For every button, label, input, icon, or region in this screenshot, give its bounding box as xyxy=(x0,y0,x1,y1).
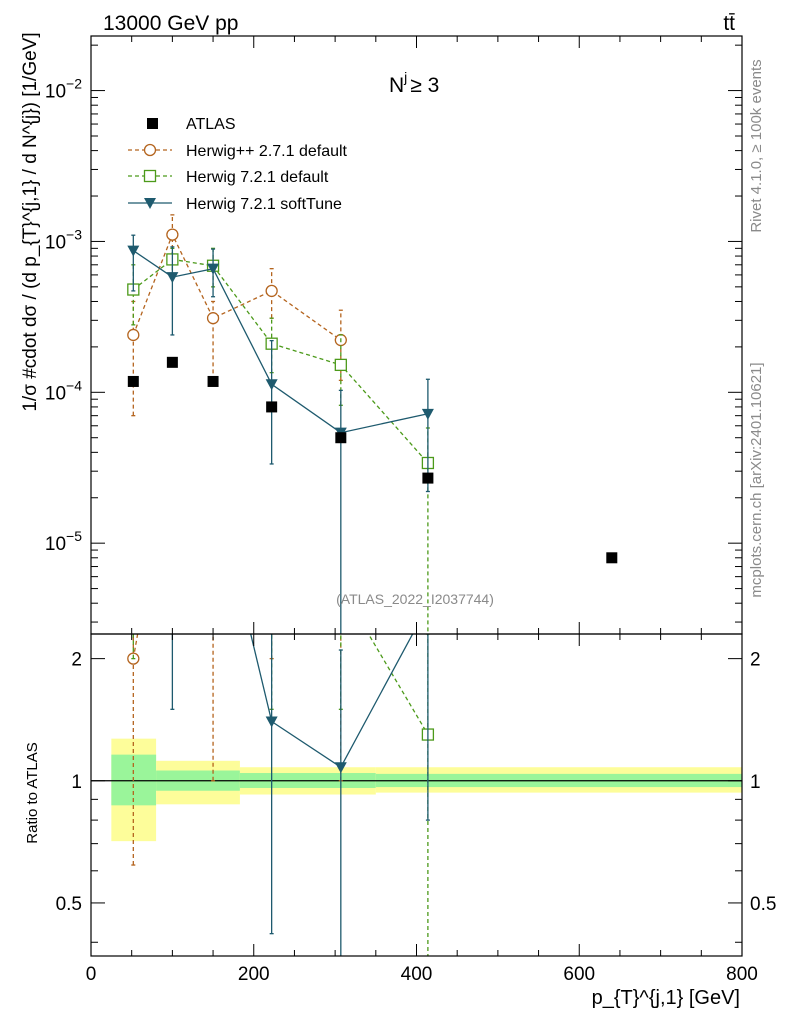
y-main-tick-exp-2: −4 xyxy=(66,377,82,393)
series-ratio-panel xyxy=(127,423,435,956)
hpp-main-point-2 xyxy=(206,312,220,325)
y-ratio-tick-label-right-1: 1 xyxy=(750,772,761,793)
side-mcplots-label: mcplots.cern.ch [arXiv:2401.10621] xyxy=(748,362,765,597)
h721soft-ratio-point-1 xyxy=(166,545,178,556)
h721soft-ratio-point-0 xyxy=(127,423,139,434)
legend-marker-hpp xyxy=(143,143,157,157)
y-axis-label-main: 1/σ #cdot dσ / (d p_{T}^{j,1} / d N^{j})… xyxy=(20,32,41,411)
y-main-tick-exp-3: −5 xyxy=(66,528,82,544)
legend-marker-h721 xyxy=(143,169,157,183)
hpp-ratio-point-1 xyxy=(167,432,178,443)
h721soft-ratio-line xyxy=(250,634,414,769)
atlas-point-0 xyxy=(127,375,139,387)
atlas-point-2 xyxy=(207,375,219,387)
y-main-tick-label-0: 10−2 xyxy=(45,76,82,103)
atlas-point-3 xyxy=(266,401,278,413)
hpp-main-point-0 xyxy=(127,328,140,342)
y-ratio-tick-label-left-1: 1 xyxy=(71,772,82,793)
atlas-point-6 xyxy=(606,552,618,564)
hpp-ratio-point-2 xyxy=(208,607,219,618)
process-label: tt̄ xyxy=(723,12,735,35)
legend-label-atlas: ATLAS xyxy=(186,116,236,133)
h721soft-main-point-0 xyxy=(127,245,140,257)
legend-marker-atlas xyxy=(147,118,158,129)
x-tick-label-4: 800 xyxy=(726,964,758,985)
y-ratio-tick-label-right-2: 2 xyxy=(750,650,761,671)
h721soft-main-point-2 xyxy=(207,263,220,275)
y-main-tick-exp-0: −2 xyxy=(66,76,82,92)
x-tick-label-1: 200 xyxy=(238,964,270,985)
hpp-main-point-1 xyxy=(166,228,179,241)
x-tick-label-2: 400 xyxy=(401,964,433,985)
hpp-main-line xyxy=(132,232,342,341)
atlas-point-5 xyxy=(422,472,434,484)
atlas-point-4 xyxy=(335,432,347,444)
title-sup: j xyxy=(403,69,407,85)
energy-label: 13000 GeV pp xyxy=(103,12,238,35)
h721soft-ratio-point-2 xyxy=(207,472,219,483)
y-main-tick-base-1: 10 xyxy=(45,232,66,253)
x-tick-label-0: 0 xyxy=(86,964,97,985)
y-main-tick-label-1: 10−3 xyxy=(45,226,82,253)
y-ratio-tick-label-left-0: 0.5 xyxy=(56,894,82,915)
h721soft-main-point-5 xyxy=(421,408,434,420)
h721-ratio-point-2 xyxy=(208,462,219,473)
y-ratio-tick-label-left-2: 2 xyxy=(71,650,82,671)
hpp-main-point-3 xyxy=(265,284,278,298)
y-ratio-tick-label-right-0: 0.5 xyxy=(750,894,776,915)
legend-label-h721soft: Herwig 7.2.1 softTune xyxy=(186,196,342,213)
y-main-tick-exp-1: −3 xyxy=(66,226,82,242)
y-main-tick-label-3: 10−5 xyxy=(45,528,82,555)
legend-marker-h721soft xyxy=(144,198,156,209)
series-main-panel xyxy=(127,214,435,634)
y-main-tick-base-2: 10 xyxy=(45,383,66,404)
title-n: N xyxy=(389,74,404,97)
y-main-tick-base-3: 10 xyxy=(45,534,66,555)
h721-ratio-point-0 xyxy=(128,527,139,538)
h721-ratio-point-3 xyxy=(266,604,277,615)
h721soft-main-point-1 xyxy=(166,272,179,284)
h721-ratio-point-1 xyxy=(167,499,178,510)
y-axis-label-ratio: Ratio to ATLAS xyxy=(24,742,41,843)
h721-main-point-4 xyxy=(334,358,347,372)
legend-label-h721: Herwig 7.2.1 default xyxy=(186,169,329,186)
y-main-tick-label-2: 10−4 xyxy=(45,377,82,404)
legend-label-hpp: Herwig++ 2.7.1 default xyxy=(186,143,348,160)
h721-main-line xyxy=(132,258,429,464)
h721soft-main-line xyxy=(132,250,429,434)
h721soft-ratio-point-3 xyxy=(265,716,278,728)
h721soft-ratio-point-4 xyxy=(334,762,347,774)
h721soft-main-point-3 xyxy=(265,379,278,391)
plot-title: Nj ≥ 3 xyxy=(389,69,439,97)
x-axis-label: p_{T}^{j,1} [GeV] xyxy=(592,987,740,1009)
x-tick-label-3: 600 xyxy=(563,964,595,985)
legend: ATLAS Herwig++ 2.7.1 default Herwig 7.2.… xyxy=(128,116,348,213)
hpp-ratio-line xyxy=(132,634,139,659)
y-main-tick-base-0: 10 xyxy=(45,82,66,103)
analysis-id: (ATLAS_2022_I2037744) xyxy=(336,591,494,607)
side-rivet-label: Rivet 4.1.0, ≥ 100k events xyxy=(748,59,765,232)
title-rest: ≥ 3 xyxy=(410,74,439,97)
atlas-point-1 xyxy=(166,356,178,368)
